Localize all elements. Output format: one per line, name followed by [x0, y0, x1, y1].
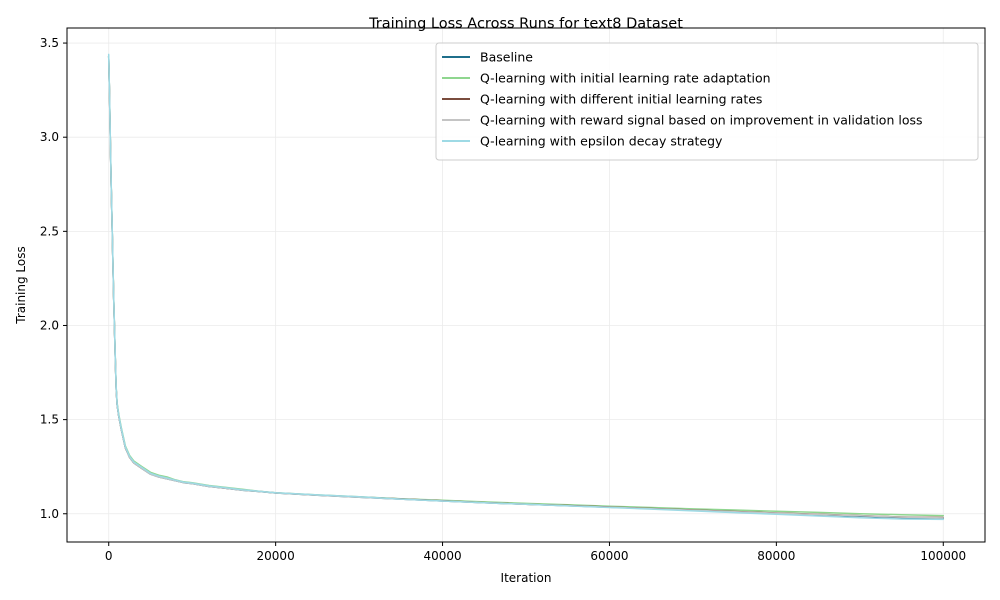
- legend-label: Q-learning with different initial learni…: [480, 92, 762, 107]
- y-tick-label: 1.5: [40, 413, 59, 427]
- plot-frame: [66, 27, 986, 543]
- series-lines: [107, 53, 945, 521]
- legend-label: Q-learning with reward signal based on i…: [480, 113, 923, 128]
- y-axis-ticks: 1.0 1.5 2.0 2.5 3.0 3.5: [40, 36, 67, 521]
- legend-label: Baseline: [480, 50, 533, 65]
- y-tick-label: 2.5: [40, 224, 59, 238]
- y-tick-label: 1.0: [40, 507, 59, 521]
- legend: Baseline Q-learning with initial learning…: [435, 42, 979, 161]
- legend-box: [435, 42, 979, 161]
- y-axis-label: Training Loss: [14, 246, 28, 324]
- x-tick-label: 80000: [757, 549, 795, 563]
- x-tick-label: 20000: [257, 549, 295, 563]
- x-axis-ticks: 0 20000 40000 60000 80000 100000: [105, 542, 966, 563]
- series-line-4: [107, 53, 945, 521]
- legend-label: Q-learning with epsilon decay strategy: [480, 134, 723, 149]
- x-axis-label: Iteration: [501, 571, 552, 585]
- y-tick-label: 3.5: [40, 36, 59, 50]
- chart-title: Training Loss Across Runs for text8 Data…: [368, 16, 683, 32]
- y-tick-label: 3.0: [40, 130, 59, 144]
- legend-label: Q-learning with initial learning rate ad…: [480, 71, 771, 86]
- x-tick-label: 100000: [920, 549, 966, 563]
- y-tick-label: 2.0: [40, 318, 59, 332]
- x-tick-label: 40000: [423, 549, 461, 563]
- x-tick-label: 0: [105, 549, 113, 563]
- x-tick-label: 60000: [590, 549, 628, 563]
